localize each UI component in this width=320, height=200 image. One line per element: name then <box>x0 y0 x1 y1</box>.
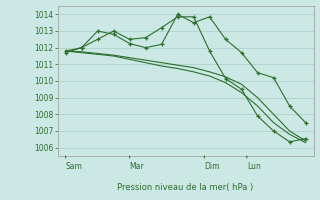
Text: Lun: Lun <box>247 162 261 171</box>
Text: Sam: Sam <box>66 162 83 171</box>
Text: Dim: Dim <box>204 162 220 171</box>
Text: Pression niveau de la mer( hPa ): Pression niveau de la mer( hPa ) <box>117 183 254 192</box>
Text: Mar: Mar <box>130 162 144 171</box>
